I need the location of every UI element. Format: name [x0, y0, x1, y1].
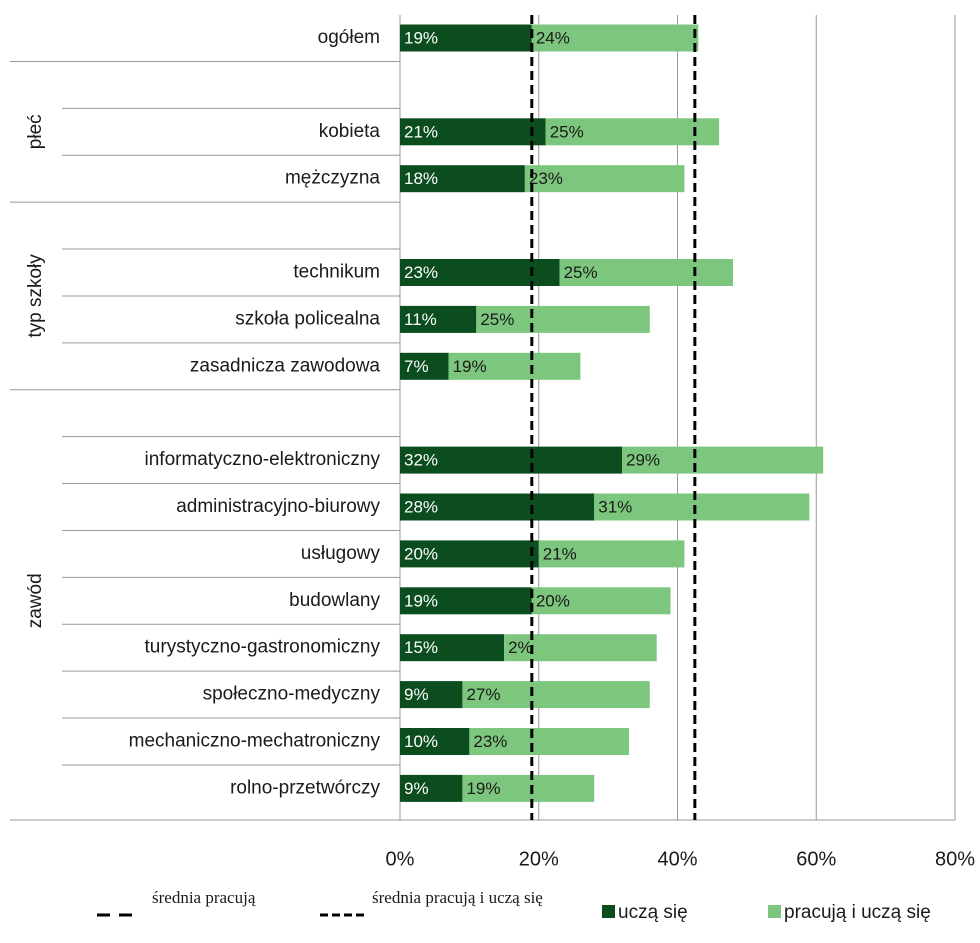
data-label-uczą-się-kobieta: 21%: [404, 122, 438, 141]
legend-label-reference-1: średnia pracują: [152, 888, 256, 907]
data-label-pracują-i-uczą-się-mechaniczno-mechatroniczny: 23%: [473, 732, 507, 751]
bar-uczą-się-mężczyzna: [400, 165, 525, 193]
bar-pracują-i-uczą-się-szkoła-policealna: [476, 305, 650, 333]
category-label-technikum: technikum: [293, 262, 380, 283]
category-label-administracyjno-biurowy: administracyjno-biurowy: [176, 496, 380, 517]
data-label-uczą-się-zasadnicza-zawodowa: 7%: [404, 357, 429, 376]
x-tick-label-80: 80%: [935, 848, 975, 870]
bar-uczą-się-szkoła-policealna: [400, 305, 477, 333]
category-dividers: [10, 60, 400, 766]
data-label-uczą-się-szkoła-policealna: 11%: [404, 310, 437, 329]
x-axis-ticks: 0% 20% 40% 60% 80%: [386, 848, 976, 870]
category-label-szkoła-policealna: szkoła policealna: [235, 308, 380, 329]
data-label-pracują-i-uczą-się-usługowy: 21%: [543, 544, 577, 563]
data-label-uczą-się-mechaniczno-mechatroniczny: 10%: [404, 732, 438, 751]
bar-pracują-i-uczą-się-mężczyzna: [524, 165, 685, 193]
bar-uczą-się-administracyjno-biurowy: [400, 493, 595, 521]
group-label-płeć: płeć: [25, 114, 46, 149]
data-label-pracują-i-uczą-się-ogółem: 24%: [536, 28, 570, 47]
bar-pracują-i-uczą-się-zasadnicza-zawodowa: [448, 352, 581, 380]
category-label-zasadnicza-zawodowa: zasadnicza zawodowa: [190, 355, 381, 376]
data-label-uczą-się-społeczno-medyczny: 9%: [404, 685, 429, 704]
data-label-pracują-i-uczą-się-rolno-przetwórczy: 19%: [466, 779, 500, 798]
group-label-typ-szkoły: typ szkoły: [25, 254, 46, 338]
legend: średnia pracują średnia pracują i uczą si…: [97, 888, 931, 923]
data-label-pracują-i-uczą-się-zasadnicza-zawodowa: 19%: [453, 357, 487, 376]
category-labels: płeć typ szkoły zawód ogółem kobieta mężczyzn…: [25, 27, 380, 798]
category-label-społeczno-medyczny: społeczno-medyczny: [203, 684, 381, 705]
data-label-pracują-i-uczą-się-społeczno-medyczny: 27%: [466, 685, 500, 704]
legend-swatch-pracują-i-uczą-się: [768, 905, 781, 918]
bar-pracują-i-uczą-się-administracyjno-biurowy: [594, 493, 810, 521]
bar-uczą-się-społeczno-medyczny: [400, 681, 463, 709]
data-label-uczą-się-mężczyzna: 18%: [404, 169, 438, 188]
group-label-zawód: zawód: [25, 573, 46, 628]
category-label-usługowy: usługowy: [301, 543, 381, 564]
bar-uczą-się-kobieta: [400, 118, 546, 146]
data-label-uczą-się-ogółem: 19%: [404, 28, 438, 47]
bar-uczą-się-mechaniczno-mechatroniczny: [400, 728, 470, 755]
data-label-pracują-i-uczą-się-technikum: 25%: [564, 263, 598, 282]
x-tick-label-20: 20%: [519, 848, 559, 870]
data-label-pracują-i-uczą-się-turystyczno-gastronomiczny: 2%: [508, 638, 533, 657]
data-label-uczą-się-technikum: 23%: [404, 263, 438, 282]
bar-uczą-się-rolno-przetwórczy: [400, 774, 463, 802]
bar-pracują-i-uczą-się-informatyczno-elektroniczny: [622, 446, 824, 474]
category-label-mechaniczno-mechatroniczny: mechaniczno-mechatroniczny: [129, 731, 381, 752]
data-label-pracują-i-uczą-się-administracyjno-biurowy: 31%: [598, 497, 632, 516]
bar-pracują-i-uczą-się-mechaniczno-mechatroniczny: [469, 728, 629, 755]
reference-lines: [530, 15, 697, 820]
category-label-mężczyzna: mężczyzna: [285, 168, 380, 189]
data-label-uczą-się-informatyczno-elektroniczny: 32%: [404, 451, 438, 470]
category-label-turystyczno-gastronomiczny: turystyczno-gastronomiczny: [145, 637, 381, 658]
data-label-pracują-i-uczą-się-informatyczno-elektroniczny: 29%: [626, 451, 660, 470]
data-label-pracują-i-uczą-się-budowlany: 20%: [536, 591, 570, 610]
category-label-kobieta: kobieta: [319, 121, 381, 142]
bar-uczą-się-budowlany: [400, 587, 532, 615]
legend-swatch-uczą-się: [602, 905, 615, 918]
x-tick-label-0: 0%: [386, 848, 415, 870]
bar-pracują-i-uczą-się-usługowy: [538, 540, 685, 568]
bar-uczą-się-informatyczno-elektroniczny: [400, 446, 622, 474]
bar-pracują-i-uczą-się-ogółem: [531, 24, 699, 52]
x-tick-label-60: 60%: [796, 848, 836, 870]
bar-pracują-i-uczą-się-budowlany: [531, 587, 671, 615]
legend-label-pracują-i-uczą-się: pracują i uczą się: [784, 902, 931, 923]
category-label-budowlany: budowlany: [289, 590, 380, 611]
data-label-pracują-i-uczą-się-kobieta: 25%: [550, 122, 584, 141]
data-label-pracują-i-uczą-się-mężczyzna: 23%: [529, 169, 563, 188]
bar-uczą-się-turystyczno-gastronomiczny: [400, 634, 505, 662]
data-label-uczą-się-administracyjno-biurowy: 28%: [404, 497, 438, 516]
data-label-uczą-się-budowlany: 19%: [404, 591, 438, 610]
data-label-uczą-się-rolno-przetwórczy: 9%: [404, 779, 429, 798]
x-tick-label-40: 40%: [657, 848, 697, 870]
legend-label-uczą-się: uczą się: [618, 902, 688, 923]
bar-uczą-się-ogółem: [400, 24, 532, 52]
category-label-rolno-przetwórczy: rolno-przetwórczy: [230, 777, 380, 798]
bars: 19% 24% 21% 25% 18% 23% 23% 25% 11% 25% 7% 19% 32% 29…: [400, 24, 824, 802]
bar-pracują-i-uczą-się-turystyczno-gastronomiczny: [504, 634, 657, 662]
data-label-uczą-się-turystyczno-gastronomiczny: 15%: [404, 638, 438, 657]
bar-pracują-i-uczą-się-technikum: [559, 259, 733, 286]
data-label-uczą-się-usługowy: 20%: [404, 544, 438, 563]
category-label-ogółem: ogółem: [318, 27, 380, 48]
data-label-pracują-i-uczą-się-szkoła-policealna: 25%: [480, 310, 514, 329]
legend-label-reference-2: średnia pracują i uczą się: [372, 888, 543, 907]
bar-pracują-i-uczą-się-rolno-przetwórczy: [462, 774, 595, 802]
category-label-informatyczno-elektroniczny: informatyczno-elektroniczny: [145, 449, 381, 470]
bar-pracują-i-uczą-się-kobieta: [545, 118, 720, 146]
bar-uczą-się-usługowy: [400, 540, 539, 568]
bar-uczą-się-zasadnicza-zawodowa: [400, 352, 449, 380]
bar-pracują-i-uczą-się-społeczno-medyczny: [462, 681, 650, 709]
